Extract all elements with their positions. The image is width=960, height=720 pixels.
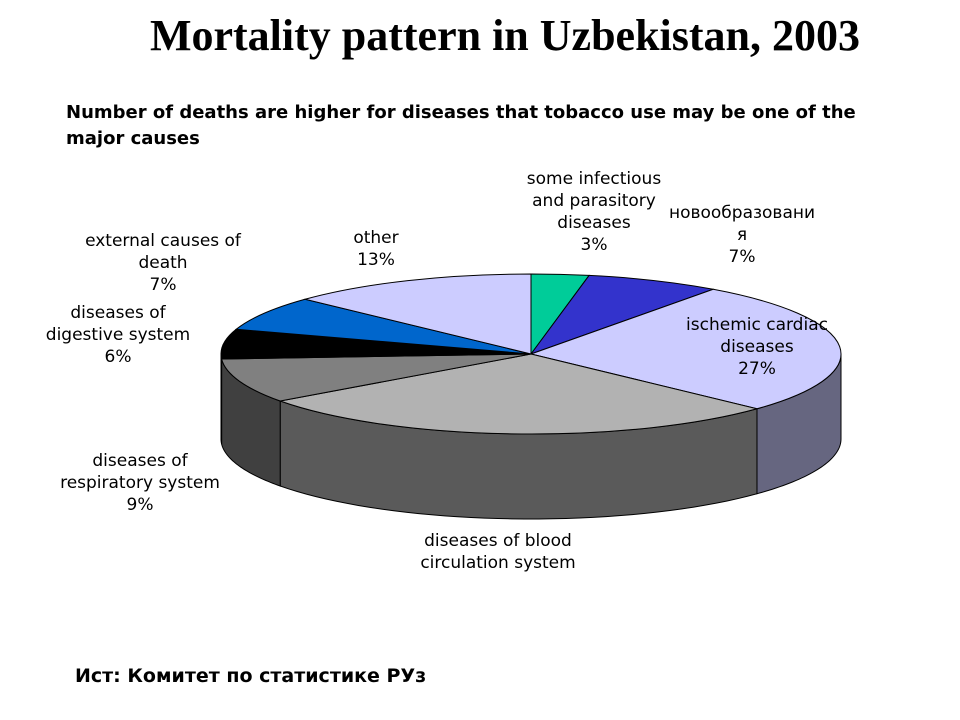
slice-label-3: diseases of blood circulation system: [420, 531, 575, 573]
pie-side-5: [220, 354, 223, 445]
pie-slice-3: [278, 353, 759, 435]
pie-slice-6: [234, 298, 532, 355]
slice-label-4: diseases of respiratory system 9%: [60, 451, 220, 515]
pie-slice-4: [220, 353, 532, 402]
slice-label-5: diseases of digestive system 6%: [46, 303, 190, 367]
chart-title: Mortality pattern in Uzbekistan, 2003: [149, 11, 861, 60]
pie-slice-7: [303, 273, 532, 355]
slice-label-0: some infectious and parasitory diseases 3%: [527, 169, 662, 255]
pie-slice-2: [529, 288, 842, 410]
slice-label-2: ischemic cardiac diseases 27%: [686, 315, 828, 379]
pie-slice-1: [529, 274, 716, 356]
pie-sides: [220, 353, 842, 520]
pie-top: [220, 273, 842, 435]
slice-label-7: other 13%: [353, 228, 398, 270]
chart-subtitle: Number of deaths are higher for diseases…: [66, 102, 856, 149]
slice-label-6: external causes of death 7%: [85, 231, 242, 295]
pie-labels: some infectious and parasitory diseases 3%н…: [46, 169, 828, 573]
source-note: Ист: Комитет по статистике РУз: [75, 665, 427, 687]
slice-label-1: новообразовани я 7%: [669, 203, 815, 267]
